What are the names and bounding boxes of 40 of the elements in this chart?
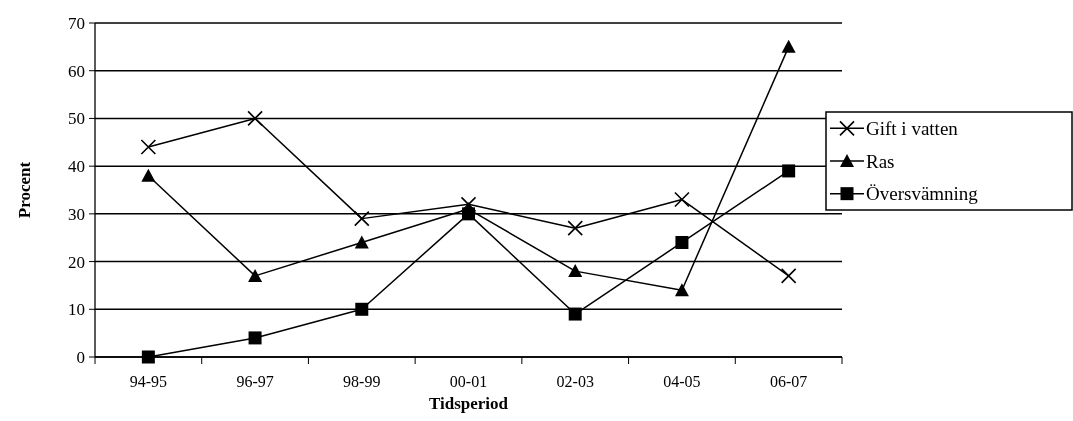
x-tick-label: 00-01 [449, 373, 488, 390]
point [674, 283, 689, 297]
y-tick-label: 60 [68, 61, 85, 81]
point [781, 39, 796, 53]
point [460, 196, 477, 213]
x-tick-label: 02-03 [556, 373, 594, 390]
x-axis-title: Tidsperiod [428, 394, 509, 413]
x-tick-label: 94-95 [129, 373, 168, 390]
point [568, 264, 583, 278]
point [353, 210, 370, 227]
point [675, 235, 689, 249]
legend-label: Gift i vatten [866, 117, 959, 139]
point [355, 302, 369, 316]
point [568, 307, 582, 321]
y-tick-label: 20 [68, 252, 85, 272]
y-tick-label: 0 [76, 347, 85, 367]
point [141, 168, 156, 182]
x-tick-label: 98-99 [343, 373, 381, 390]
x-tick-label: 96-97 [236, 373, 274, 390]
x-tick-label: 04-05 [663, 373, 701, 390]
point [567, 220, 584, 236]
point [248, 268, 263, 282]
point [782, 164, 796, 178]
point [247, 110, 263, 127]
y-axis-title: Procent [15, 161, 34, 219]
y-tick-label: 40 [68, 157, 85, 177]
point [141, 350, 155, 364]
y-tick-label: 70 [68, 13, 85, 33]
x-tick-label: 06-07 [769, 373, 808, 390]
y-tick-label: 50 [68, 109, 85, 129]
point [461, 202, 476, 216]
legend-label: Översvämning [866, 183, 979, 205]
legend-label: Ras [866, 150, 895, 172]
y-tick-label: 10 [68, 300, 85, 320]
point [354, 235, 369, 249]
y-tick-label: 30 [68, 204, 85, 224]
point [140, 139, 157, 155]
point [674, 191, 690, 208]
point [248, 331, 262, 345]
point [780, 268, 797, 284]
